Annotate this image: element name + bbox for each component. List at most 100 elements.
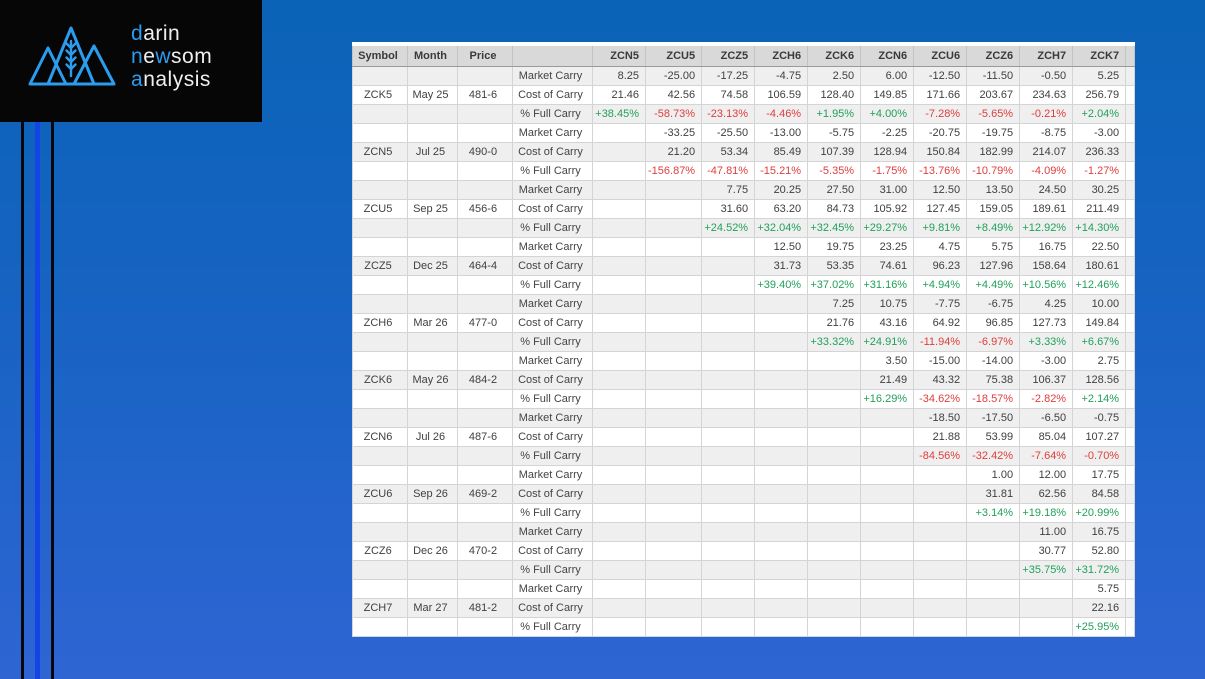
value-cell	[913, 465, 968, 485]
symbol-cell	[352, 351, 408, 371]
table-row-zcu5-pct: % Full Carry +24.52% +32.04% +32.45% +29.27%…	[352, 218, 1136, 238]
value-cell	[701, 465, 756, 485]
value-cell	[701, 522, 756, 542]
value-cell	[701, 408, 756, 428]
table-row-zcu6-pct: % Full Carry +3.14% +19.18% +20.99%	[352, 503, 1136, 523]
price-cell	[457, 66, 513, 86]
spacer-cell	[1125, 85, 1136, 105]
value-cell	[644, 256, 703, 276]
value-cell: 159.05	[966, 199, 1021, 219]
value-cell	[1019, 617, 1074, 637]
value-cell	[644, 389, 703, 409]
value-cell: -5.35%	[807, 161, 862, 181]
symbol-cell	[352, 180, 408, 200]
value-cell: -6.97%	[966, 332, 1021, 352]
value-cell	[860, 408, 915, 428]
value-cell: 31.60	[701, 199, 756, 219]
month-cell	[407, 351, 458, 371]
value-cell: 63.20	[754, 199, 809, 219]
table-row-zck5-pct: % Full Carry +38.45% -58.73% -23.13% -4.46% +…	[352, 104, 1136, 124]
table-row-zcn5-pct: % Full Carry -156.87% -47.81% -15.21% -5.35%…	[352, 161, 1136, 181]
price-cell: 456-6	[457, 199, 513, 219]
value-cell: 150.84	[913, 142, 968, 162]
value-cell	[701, 237, 756, 257]
spacer-cell	[1125, 332, 1136, 352]
value-cell: -1.27%	[1072, 161, 1127, 181]
value-cell	[592, 199, 646, 219]
price-cell	[457, 123, 513, 143]
value-cell	[592, 484, 646, 504]
value-cell: -34.62%	[913, 389, 968, 409]
value-cell: 7.25	[807, 294, 862, 314]
header-row: Symbol Month Price ZCN5 ZCU5 ZCZ5 ZCH6 ZCK6 ZCN6…	[352, 43, 1136, 67]
symbol-cell	[352, 408, 408, 428]
value-cell	[592, 522, 646, 542]
table-row-zcz6-cost: ZCZ6 Dec 26 470-2 Cost of Carry 30.77 52.80	[352, 541, 1136, 561]
value-cell: 53.99	[966, 427, 1021, 447]
spacer-cell	[1125, 541, 1136, 561]
value-cell	[754, 484, 809, 504]
value-cell: +4.00%	[860, 104, 915, 124]
table-row-zch6-pct: % Full Carry +33.32% +24.91% -11.94% -6.97% +…	[352, 332, 1136, 352]
value-cell: -7.75	[913, 294, 968, 314]
value-cell	[966, 541, 1021, 561]
value-cell	[592, 313, 646, 333]
value-cell	[860, 465, 915, 485]
value-cell	[1019, 579, 1074, 599]
value-cell	[701, 617, 756, 637]
value-cell: +3.14%	[966, 503, 1021, 523]
month-cell	[407, 522, 458, 542]
value-cell	[592, 389, 646, 409]
value-cell: 16.75	[1019, 237, 1074, 257]
value-cell: +39.40%	[754, 275, 809, 295]
row-label: Cost of Carry	[512, 313, 593, 333]
value-cell	[644, 598, 703, 618]
value-cell	[754, 503, 809, 523]
value-cell: +32.04%	[754, 218, 809, 238]
row-label: Cost of Carry	[512, 541, 593, 561]
value-cell: -13.00	[754, 123, 809, 143]
value-cell: 6.00	[860, 66, 915, 86]
decorative-line-black-2	[51, 122, 54, 679]
value-cell	[701, 427, 756, 447]
symbol-cell	[352, 465, 408, 485]
value-cell	[644, 237, 703, 257]
value-cell: 30.25	[1072, 180, 1127, 200]
value-cell	[592, 142, 646, 162]
value-cell: +24.52%	[701, 218, 756, 238]
symbol-cell	[352, 560, 408, 580]
value-cell	[644, 465, 703, 485]
value-cell	[754, 427, 809, 447]
value-cell: -23.13%	[701, 104, 756, 124]
value-cell: -6.75	[966, 294, 1021, 314]
value-cell: 85.49	[754, 142, 809, 162]
value-cell: -4.09%	[1019, 161, 1074, 181]
value-cell: -13.76%	[913, 161, 968, 181]
column-header-zcz5: ZCZ5	[701, 43, 756, 67]
table-row-zck5-cost: ZCK5 May 25 481-6 Cost of Carry 21.46 42.56 74…	[352, 85, 1136, 105]
month-cell: May 25	[407, 85, 458, 105]
column-header-zcz6: ZCZ6	[966, 43, 1021, 67]
value-cell	[592, 541, 646, 561]
row-label: Cost of Carry	[512, 598, 593, 618]
value-cell	[913, 560, 968, 580]
table-row-zcn6-pct: % Full Carry -84.56% -32.42% -7.64% -0.70%	[352, 446, 1136, 466]
value-cell: 3.50	[860, 351, 915, 371]
column-header-zck7: ZCK7	[1072, 43, 1127, 67]
value-cell: -5.75	[807, 123, 862, 143]
month-cell: Sep 26	[407, 484, 458, 504]
price-cell	[457, 104, 513, 124]
value-cell: +9.81%	[913, 218, 968, 238]
value-cell: +31.16%	[860, 275, 915, 295]
value-cell	[754, 351, 809, 371]
value-cell	[966, 560, 1021, 580]
column-header-blank	[1125, 43, 1136, 67]
spacer-cell	[1125, 484, 1136, 504]
price-cell	[457, 351, 513, 371]
value-cell	[754, 370, 809, 390]
value-cell: 21.46	[592, 85, 646, 105]
symbol-cell	[352, 237, 408, 257]
price-cell: 464-4	[457, 256, 513, 276]
value-cell: +4.94%	[913, 275, 968, 295]
